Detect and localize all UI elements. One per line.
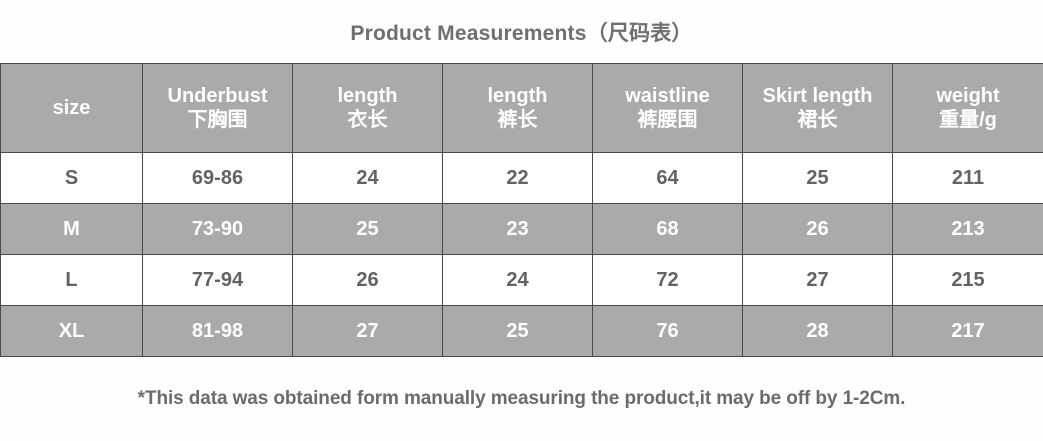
- cell-waistline: 76: [592, 305, 743, 357]
- table-header: size Underbust 下胸围 length 衣长 length 裤长 w…: [0, 63, 1043, 153]
- column-header-waistline: waistline 裤腰围: [592, 63, 743, 153]
- cell-size: S: [0, 152, 143, 204]
- cell-pants-length: 22: [442, 152, 593, 204]
- column-header-waistline-cn: 裤腰围: [637, 109, 698, 131]
- cell-size: M: [0, 203, 143, 255]
- column-header-underbust: Underbust 下胸围: [142, 63, 293, 153]
- column-header-weight: weight 重量/g: [892, 63, 1043, 153]
- cell-size: XL: [0, 305, 143, 357]
- table-row: XL 81-98 27 25 76 28 217: [0, 305, 1043, 357]
- cell-size: L: [0, 254, 143, 306]
- cell-top-length: 24: [292, 152, 443, 204]
- page-title: Product Measurements（尺码表）: [350, 21, 693, 45]
- column-header-underbust-en: Underbust: [167, 84, 268, 107]
- header-row: size Underbust 下胸围 length 衣长 length 裤长 w…: [0, 63, 1043, 153]
- cell-weight: 211: [892, 152, 1043, 204]
- column-header-waistline-en: waistline: [625, 84, 710, 107]
- column-header-size-en: size: [52, 96, 91, 119]
- cell-skirt-length: 27: [742, 254, 893, 306]
- cell-weight: 215: [892, 254, 1043, 306]
- column-header-skirt-length-en: Skirt length: [762, 84, 873, 107]
- cell-weight: 213: [892, 203, 1043, 255]
- column-header-skirt-length-cn: 裙长: [797, 109, 838, 131]
- cell-top-length: 26: [292, 254, 443, 306]
- table-row: M 73-90 25 23 68 26 213: [0, 203, 1043, 255]
- title-bar: Product Measurements（尺码表）: [0, 0, 1043, 63]
- cell-waistline: 68: [592, 203, 743, 255]
- column-header-top-length-en: length: [337, 84, 398, 107]
- column-header-size: size: [0, 63, 143, 153]
- cell-underbust: 73-90: [142, 203, 293, 255]
- cell-underbust: 69-86: [142, 152, 293, 204]
- cell-pants-length: 24: [442, 254, 593, 306]
- cell-pants-length: 23: [442, 203, 593, 255]
- cell-skirt-length: 25: [742, 152, 893, 204]
- cell-waistline: 64: [592, 152, 743, 204]
- column-header-pants-length-cn: 裤长: [497, 109, 538, 131]
- measurements-table: size Underbust 下胸围 length 衣长 length 裤长 w…: [0, 63, 1043, 357]
- cell-skirt-length: 28: [742, 305, 893, 357]
- column-header-top-length: length 衣长: [292, 63, 443, 153]
- cell-skirt-length: 26: [742, 203, 893, 255]
- cell-underbust: 77-94: [142, 254, 293, 306]
- cell-underbust: 81-98: [142, 305, 293, 357]
- column-header-top-length-cn: 衣长: [347, 109, 388, 131]
- measurement-disclaimer: *This data was obtained form manually me…: [137, 388, 906, 409]
- cell-waistline: 72: [592, 254, 743, 306]
- table-row: L 77-94 26 24 72 27 215: [0, 254, 1043, 306]
- cell-top-length: 27: [292, 305, 443, 357]
- cell-pants-length: 25: [442, 305, 593, 357]
- table-row: S 69-86 24 22 64 25 211: [0, 152, 1043, 204]
- table-body: S 69-86 24 22 64 25 211 M 73-90 25 23 68…: [0, 152, 1043, 357]
- column-header-pants-length: length 裤长: [442, 63, 593, 153]
- cell-top-length: 25: [292, 203, 443, 255]
- column-header-underbust-cn: 下胸围: [187, 109, 248, 131]
- cell-weight: 217: [892, 305, 1043, 357]
- column-header-skirt-length: Skirt length 裙长: [742, 63, 893, 153]
- column-header-pants-length-en: length: [487, 84, 548, 107]
- column-header-weight-en: weight: [936, 84, 1000, 107]
- footnote-bar: *This data was obtained form manually me…: [0, 357, 1043, 441]
- column-header-weight-cn: 重量/g: [939, 109, 997, 131]
